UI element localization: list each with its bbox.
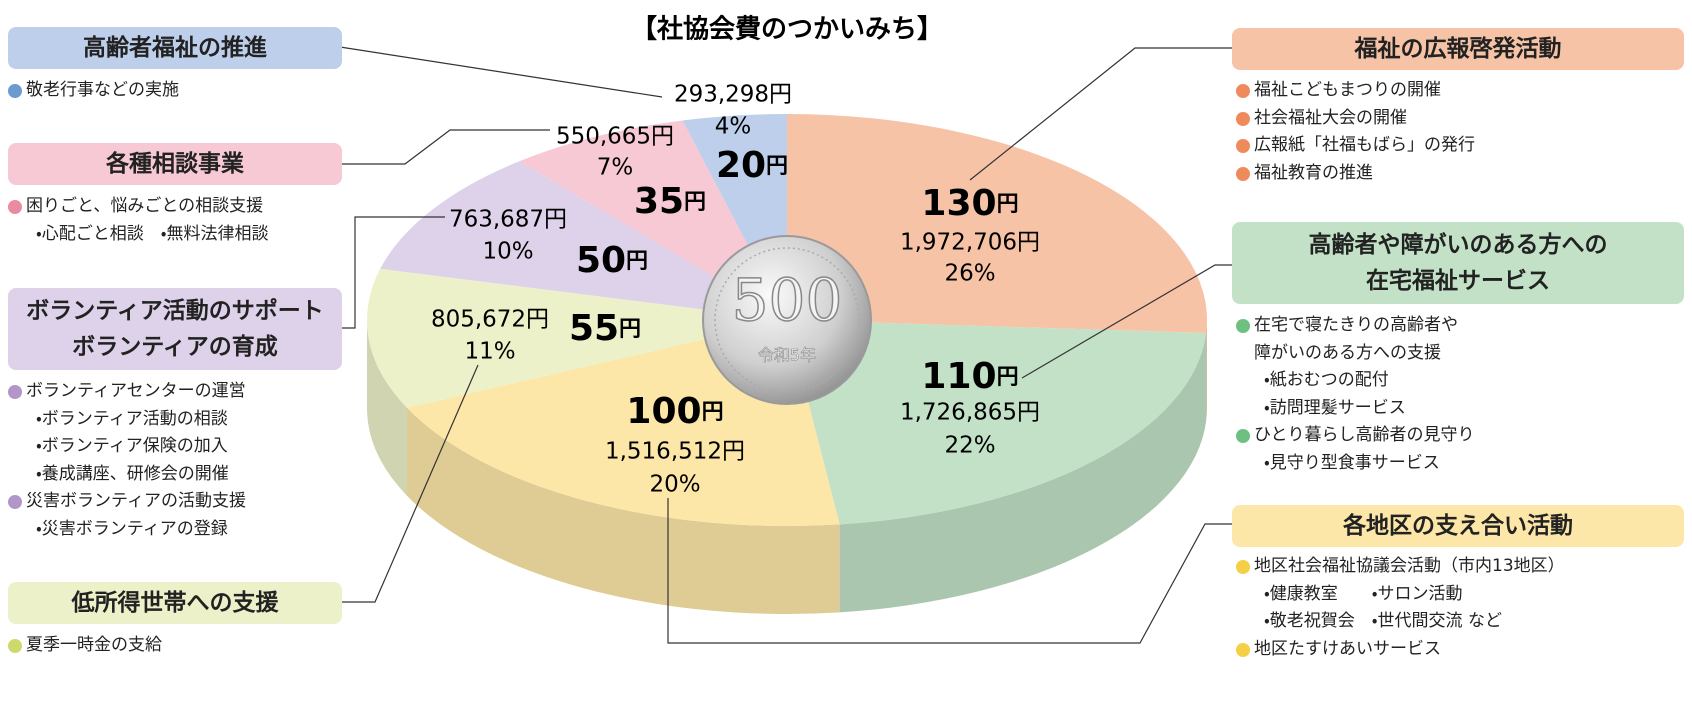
detail-item: 地区たすけあいサービス: [1234, 636, 1565, 664]
detail-item: 災害ボランティアの活動支援: [6, 488, 246, 516]
detail-item: 広報紙「社福もばら」の発行: [1234, 132, 1475, 160]
value-label: 26%: [944, 261, 995, 287]
coin-unit: 円: [619, 317, 641, 342]
detail-item: ・紙おむつの配付: [1234, 367, 1475, 395]
detail-item: ・養成講座、研修会の開催: [6, 461, 246, 489]
coin-unit: 円: [997, 365, 1019, 390]
details: 敬老行事などの実施: [6, 77, 179, 105]
details: 困りごと、悩みごとの相談支援・心配ごと相談 ・無料法律相談: [6, 193, 269, 248]
detail-item: 在宅で寝たきりの高齢者や 障がいのある方への支援: [1234, 312, 1475, 367]
value-label: 4%: [715, 114, 752, 140]
detail-item: 困りごと、悩みごとの相談支援: [6, 193, 269, 221]
detail-item: ・災害ボランティアの登録: [6, 516, 246, 544]
category-box: 高齢者や障がいのある方への 在宅福祉サービス: [1232, 222, 1684, 304]
detail-item: 福祉こどもまつりの開催: [1234, 77, 1475, 105]
category-box: 福祉の広報啓発活動: [1232, 28, 1684, 70]
coin-value: 50: [576, 240, 626, 281]
amount-label: 1,972,706円: [900, 230, 1040, 256]
value-label: 7%: [597, 155, 634, 181]
chart-title: 【社協会費のつかいみち】: [631, 15, 943, 45]
amount-label: 763,687円: [449, 207, 567, 233]
value-label: 22%: [944, 433, 995, 459]
detail-item: ・見守り型食事サービス: [1234, 450, 1475, 478]
coin-value: 35: [634, 181, 684, 222]
leader-line: [340, 47, 662, 97]
detail-item: 社会福祉大会の開催: [1234, 105, 1475, 133]
slice-side: [1206, 320, 1207, 421]
detail-item: ひとり暮らし高齢者の見守り: [1234, 422, 1475, 450]
category-box: 各種相談事業: [8, 143, 342, 185]
detail-item: ボランティアセンターの運営: [6, 378, 246, 406]
detail-item: ・健康教室 ・サロン活動: [1234, 581, 1565, 609]
detail-item: 福祉教育の推進: [1234, 160, 1475, 188]
coin-unit: 円: [997, 192, 1019, 217]
coin-face: 500: [732, 266, 843, 334]
leader-line: [342, 130, 550, 164]
coin-era: 令和5年: [758, 346, 816, 365]
coin-value: 100: [626, 391, 701, 432]
page: {"chart_data": { "type": "pie", "title":…: [0, 0, 1692, 711]
detail-item: 敬老行事などの実施: [6, 77, 179, 105]
detail-item: 夏季一時金の支給: [6, 632, 162, 660]
category-box: ボランティア活動のサポート ボランティアの育成: [8, 288, 342, 370]
details: 夏季一時金の支給: [6, 632, 162, 660]
detail-item: ・訪問理髪サービス: [1234, 395, 1475, 423]
detail-item: ・ボランティア保険の加入: [6, 433, 246, 461]
amount-label: 293,298円: [674, 82, 792, 108]
coin-unit: 円: [684, 190, 706, 215]
detail-item: ・敬老祝賀会 ・世代間交流 など: [1234, 608, 1565, 636]
coin-unit: 円: [766, 154, 788, 179]
amount-label: 1,726,865円: [900, 400, 1040, 426]
details: 地区社会福祉協議会活動（市内13地区）・健康教室 ・サロン活動・敬老祝賀会 ・世…: [1234, 553, 1565, 663]
details: ボランティアセンターの運営・ボランティア活動の相談・ボランティア保険の加入・養成…: [6, 378, 246, 543]
coin-value: 55: [569, 308, 619, 349]
details: 福祉こどもまつりの開催社会福祉大会の開催広報紙「社福もばら」の発行福祉教育の推進: [1234, 77, 1475, 187]
coin-value: 110: [921, 356, 996, 397]
coin-unit: 円: [626, 249, 648, 274]
detail-item: ・心配ごと相談 ・無料法律相談: [6, 221, 269, 249]
value-label: 11%: [464, 339, 515, 365]
detail-item: 地区社会福祉協議会活動（市内13地区）: [1234, 553, 1565, 581]
details: 在宅で寝たきりの高齢者や 障がいのある方への支援・紙おむつの配付・訪問理髪サービ…: [1234, 312, 1475, 477]
amount-label: 805,672円: [431, 307, 549, 333]
amount-label: 1,516,512円: [605, 439, 745, 465]
value-label: 20%: [649, 472, 700, 498]
coin-value: 130: [921, 183, 996, 224]
category-box: 各地区の支え合い活動: [1232, 505, 1684, 547]
value-label: 10%: [482, 239, 533, 265]
amount-label: 550,665円: [556, 124, 674, 150]
category-box: 低所得世帯への支援: [8, 582, 342, 624]
detail-item: ・ボランティア活動の相談: [6, 406, 246, 434]
coin-value: 20: [716, 145, 766, 186]
category-box: 高齢者福祉の推進: [8, 27, 342, 69]
coin-unit: 円: [702, 400, 724, 425]
